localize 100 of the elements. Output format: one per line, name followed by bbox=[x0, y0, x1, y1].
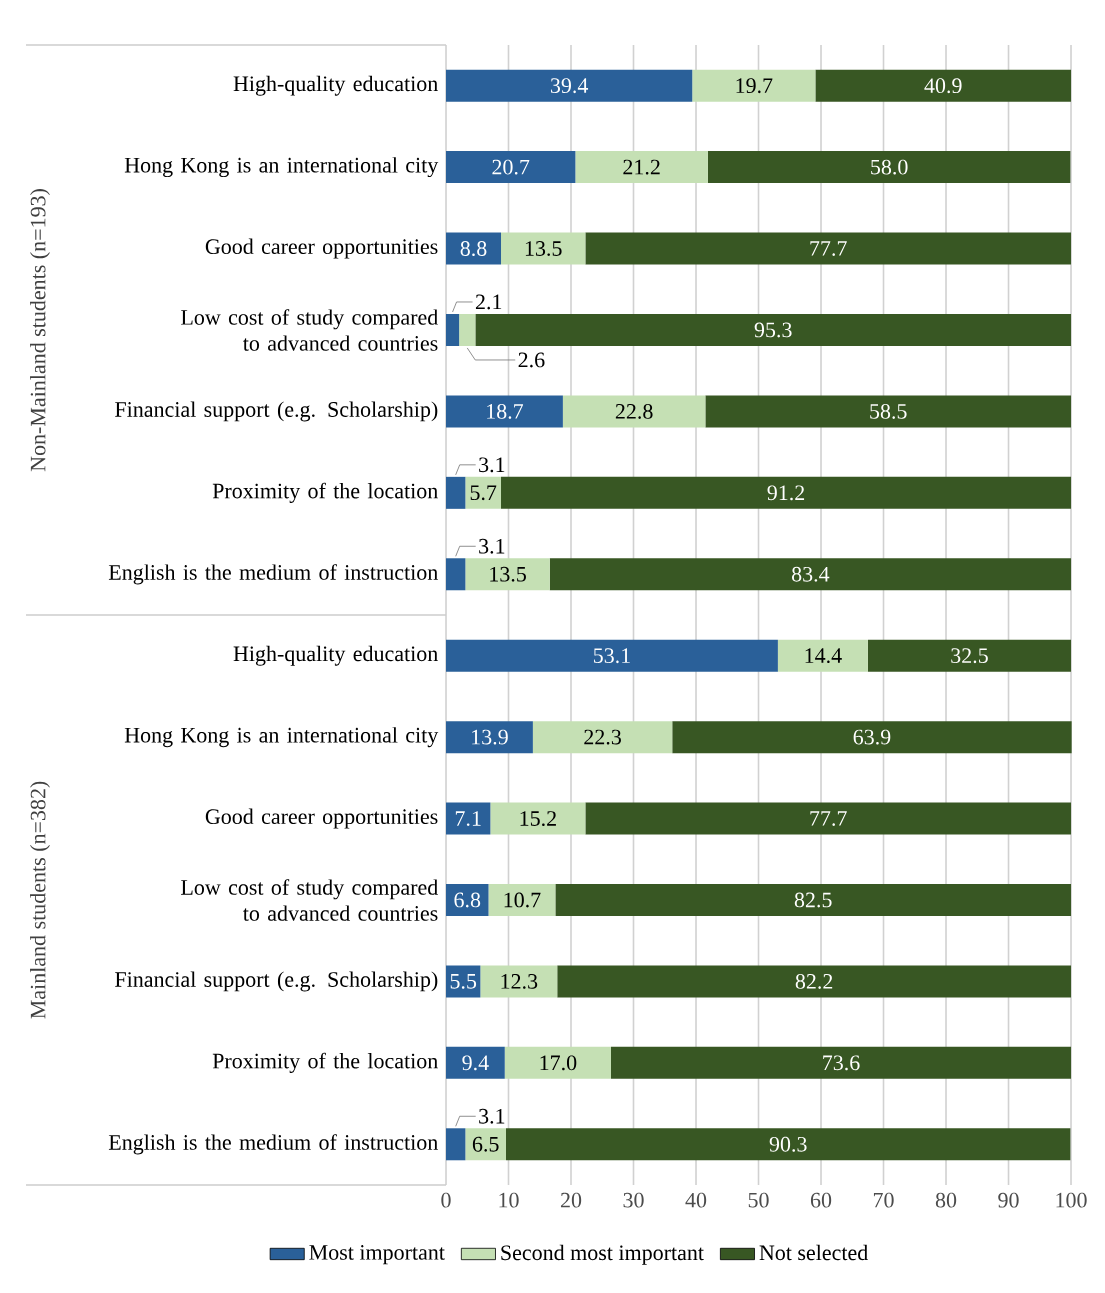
y-tick-label: Good career opportunities bbox=[205, 808, 438, 829]
y-tick-label: Hong Kong is an international city bbox=[124, 727, 439, 748]
data-label: 77.7 bbox=[810, 241, 847, 256]
bar bbox=[692, 69, 816, 102]
bar bbox=[465, 558, 550, 591]
y-tick-label: Proximity of the location bbox=[212, 482, 438, 503]
bar bbox=[575, 151, 708, 184]
legend-label: Second most important bbox=[501, 1244, 704, 1265]
data-label: 13.5 bbox=[490, 566, 526, 582]
bar bbox=[446, 558, 466, 591]
data-label: 91.2 bbox=[767, 485, 805, 501]
data-label: 63.9 bbox=[853, 729, 891, 745]
y-tick-label: Low cost of study compared to advanced countries bbox=[181, 879, 438, 921]
x-tick-label: 100 bbox=[1056, 1192, 1087, 1208]
x-tick-label: 0 bbox=[441, 1192, 451, 1208]
bar bbox=[446, 313, 460, 346]
bar bbox=[585, 232, 1072, 265]
bar bbox=[446, 884, 489, 916]
text: Mainland students (n=382) bbox=[30, 781, 50, 1019]
bar bbox=[446, 965, 481, 998]
bar bbox=[506, 1128, 1071, 1161]
x-tick-label: 80 bbox=[935, 1192, 957, 1208]
bar bbox=[490, 802, 586, 835]
bar bbox=[465, 476, 502, 509]
data-label: 83.4 bbox=[791, 566, 830, 582]
data-label: 9.4 bbox=[462, 1055, 489, 1071]
y-tick-label: Hong Kong is an international city bbox=[124, 157, 439, 178]
data-label: 19.7 bbox=[736, 78, 773, 94]
bar bbox=[446, 1046, 505, 1079]
bar bbox=[446, 476, 466, 509]
data-label: 58.5 bbox=[870, 403, 907, 419]
text: Non-Mainland students (n=193) bbox=[30, 189, 50, 472]
data-label: 22.3 bbox=[584, 729, 621, 745]
bar bbox=[480, 965, 558, 998]
bar bbox=[555, 884, 1072, 916]
data-label: 2.1 bbox=[475, 294, 502, 310]
data-label: 3.1 bbox=[479, 1108, 505, 1124]
x-tick-label: 30 bbox=[623, 1192, 644, 1208]
data-label: 5.5 bbox=[450, 974, 477, 989]
data-label: 13.9 bbox=[472, 729, 508, 745]
x-tick-label: 70 bbox=[873, 1192, 894, 1208]
bar bbox=[532, 721, 673, 754]
legend-label: Not selected bbox=[759, 1244, 868, 1261]
y-tick-label: High-quality education bbox=[233, 645, 438, 666]
data-label: 40.9 bbox=[924, 78, 962, 94]
data-label: 77.7 bbox=[810, 811, 847, 826]
data-label: 3.1 bbox=[479, 538, 505, 554]
y-tick-label: Good career opportunities bbox=[205, 238, 438, 259]
bar bbox=[867, 639, 1072, 672]
x-tick-label: 10 bbox=[499, 1192, 519, 1208]
bar bbox=[672, 721, 1072, 754]
bar bbox=[501, 232, 586, 265]
data-label: 95.3 bbox=[754, 322, 792, 338]
bar bbox=[504, 1046, 612, 1079]
data-label: 32.5 bbox=[951, 648, 988, 664]
y-tick-label: Low cost of study compared to advanced countries bbox=[181, 309, 438, 351]
bar bbox=[446, 721, 533, 754]
bar bbox=[501, 476, 1072, 509]
y-tick-label: Financial support (e.g. Scholarship) bbox=[115, 401, 438, 422]
bar bbox=[475, 313, 1072, 346]
y-tick-label: Proximity of the location bbox=[212, 1052, 438, 1073]
y-tick-label: English is the medium of instruction bbox=[108, 1134, 438, 1155]
bar bbox=[465, 1128, 506, 1161]
x-tick-label: 60 bbox=[810, 1192, 832, 1208]
bar bbox=[815, 69, 1072, 102]
data-label: 17.0 bbox=[540, 1055, 577, 1071]
data-label: 7.1 bbox=[455, 811, 481, 826]
data-label: 90.3 bbox=[769, 1136, 807, 1152]
y-tick-label: Financial support (e.g. Scholarship) bbox=[115, 971, 438, 992]
bar bbox=[446, 69, 693, 102]
bar bbox=[446, 1128, 466, 1161]
x-tick-label: 90 bbox=[998, 1192, 1019, 1208]
y-tick-label: English is the medium of instruction bbox=[108, 564, 438, 585]
data-label: 2.6 bbox=[518, 352, 545, 368]
data-label: 14.4 bbox=[805, 648, 842, 664]
data-label: 15.2 bbox=[520, 811, 556, 826]
bar bbox=[777, 639, 868, 672]
data-label: 20.7 bbox=[492, 159, 530, 175]
bar bbox=[446, 639, 778, 672]
data-label: 5.7 bbox=[470, 485, 497, 501]
data-label: 39.4 bbox=[550, 78, 589, 94]
data-label: 6.8 bbox=[454, 892, 481, 908]
data-label: 21.2 bbox=[623, 159, 660, 175]
bar bbox=[705, 395, 1072, 428]
bar bbox=[707, 151, 1071, 184]
data-label: 3.1 bbox=[479, 457, 505, 473]
bar bbox=[549, 558, 1072, 591]
data-label: 22.8 bbox=[615, 403, 653, 419]
data-label: 18.7 bbox=[487, 403, 524, 419]
data-label: 73.6 bbox=[823, 1055, 860, 1071]
data-label: 82.2 bbox=[795, 973, 833, 989]
bar bbox=[611, 1046, 1072, 1079]
bar bbox=[446, 802, 491, 835]
x-tick-label: 50 bbox=[748, 1192, 769, 1208]
bar bbox=[446, 232, 502, 265]
y-tick-label: High-quality education bbox=[233, 75, 438, 96]
bar bbox=[446, 395, 563, 428]
x-tick-label: 40 bbox=[685, 1192, 707, 1208]
data-label: 10.7 bbox=[504, 892, 541, 908]
data-label: 13.5 bbox=[525, 241, 562, 256]
